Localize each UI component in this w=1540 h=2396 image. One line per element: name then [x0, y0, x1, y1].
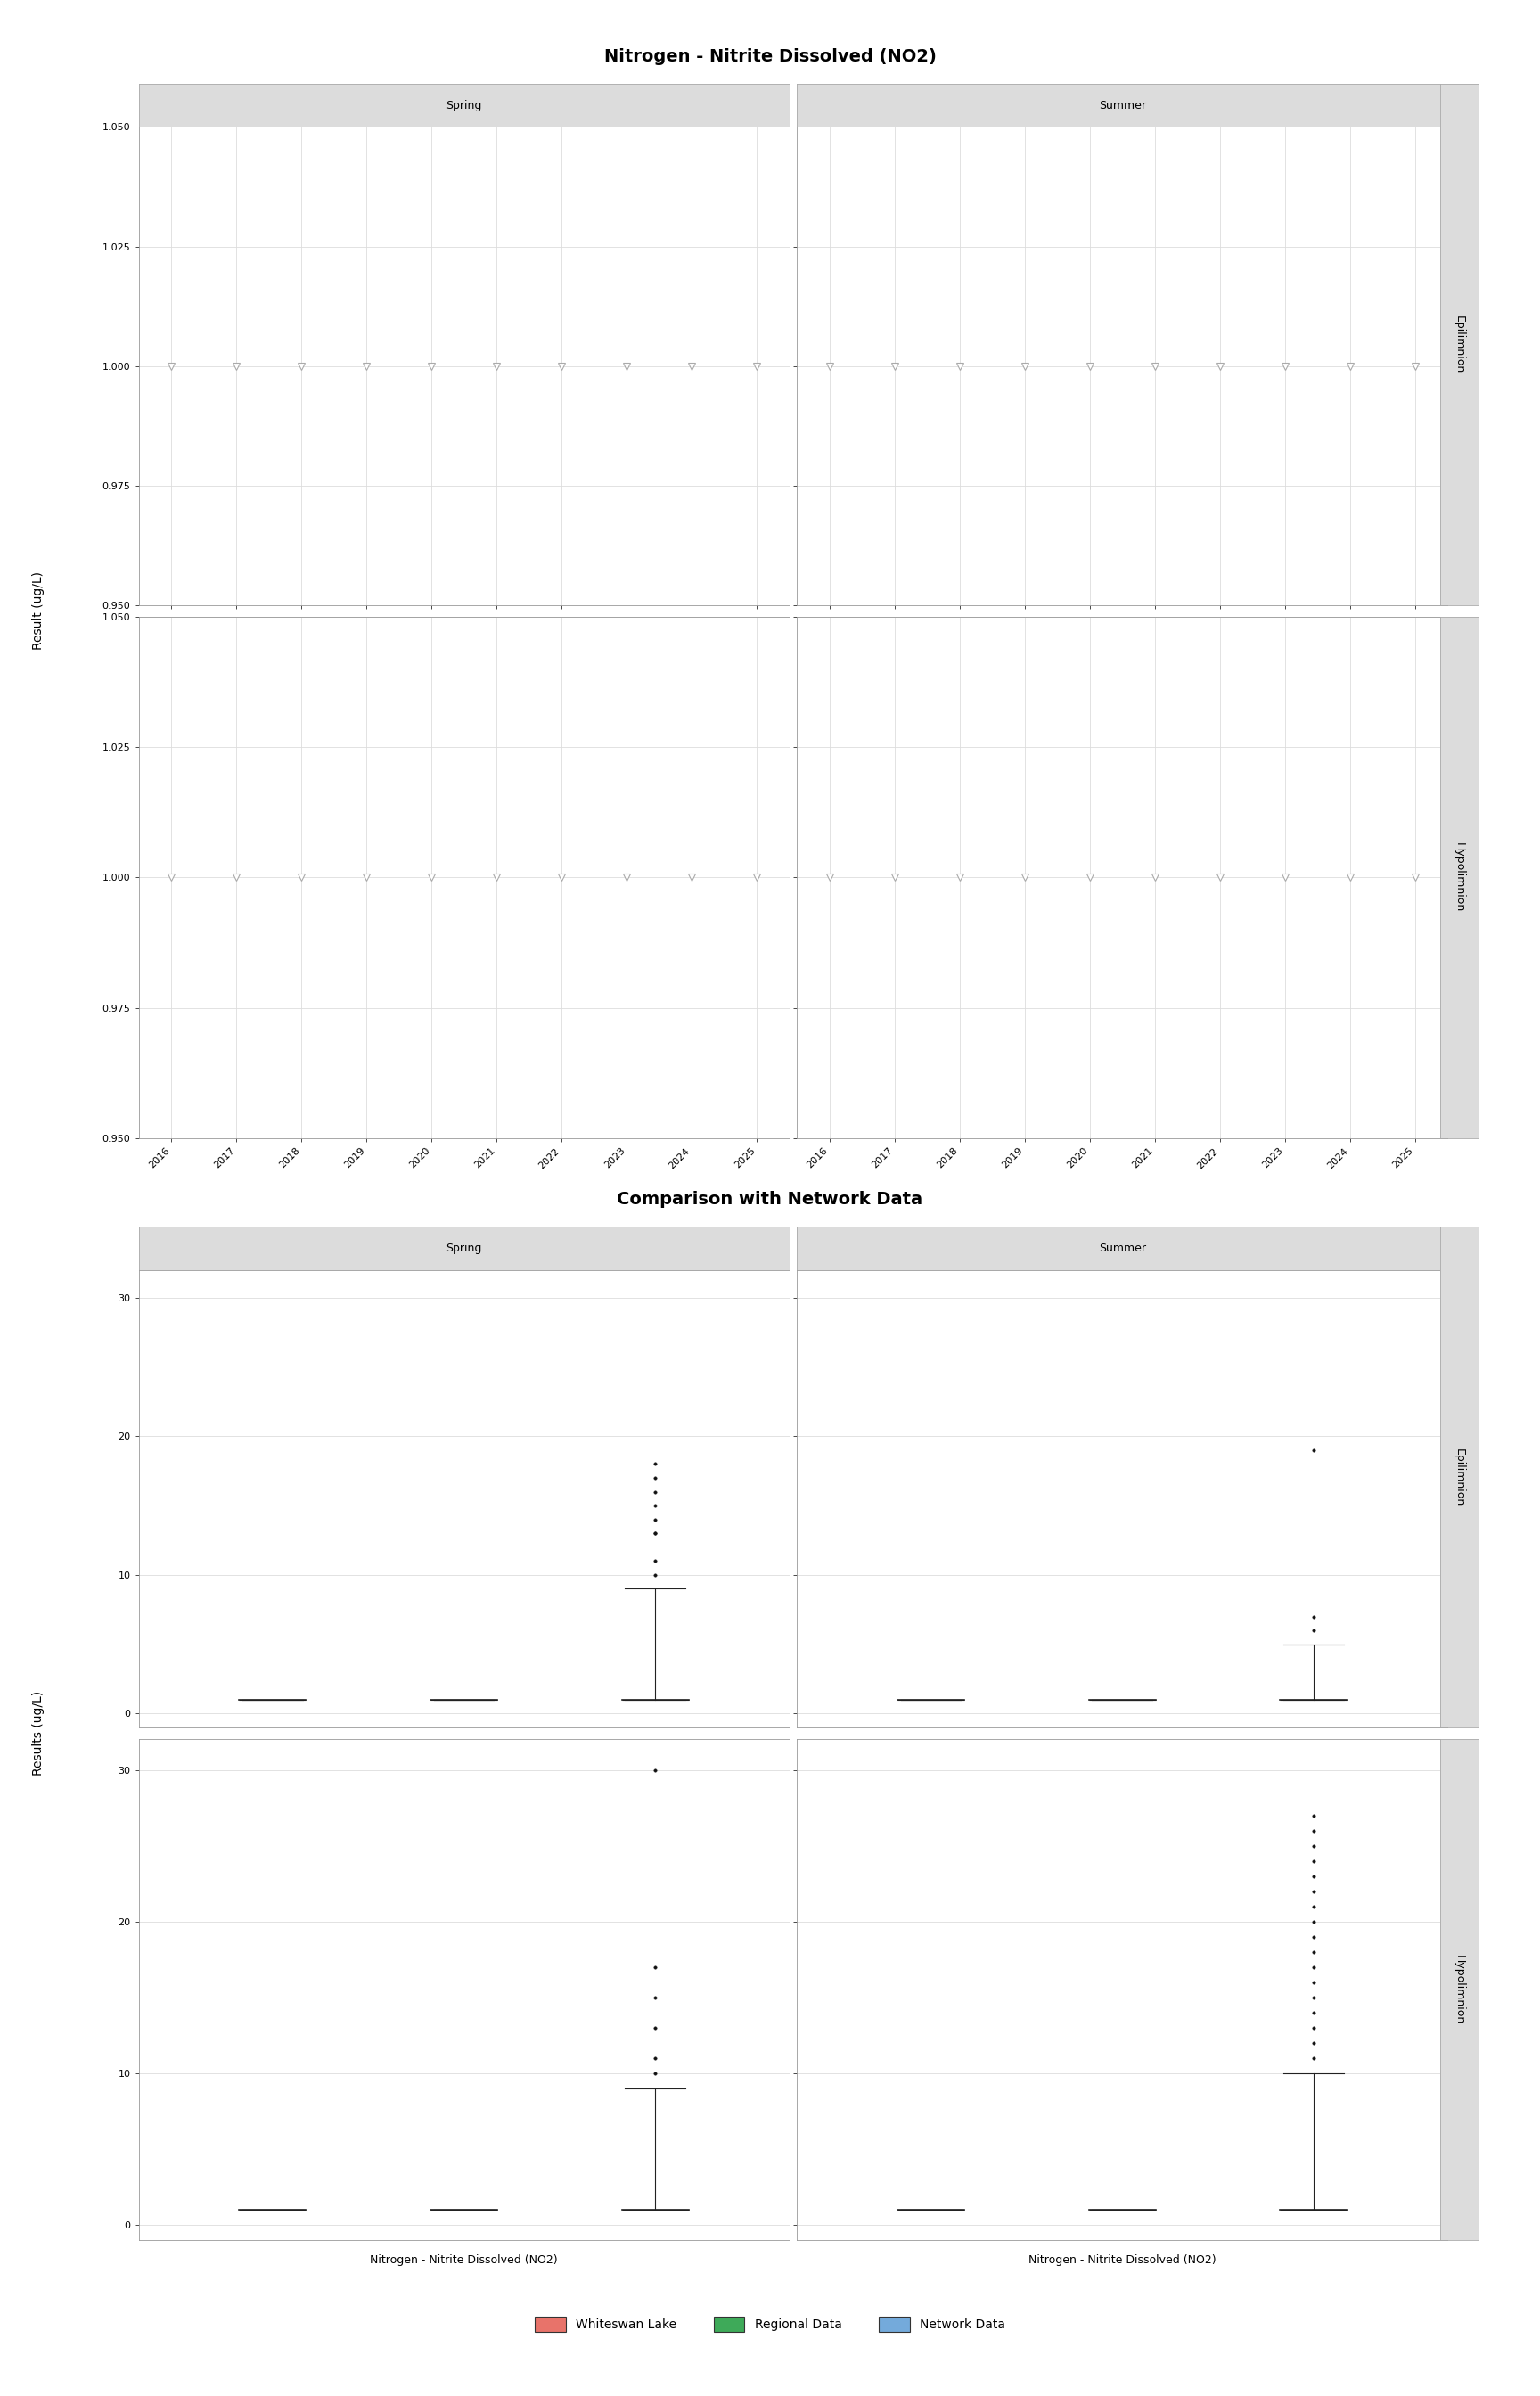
Text: Nitrogen - Nitrite Dissolved (NO2): Nitrogen - Nitrite Dissolved (NO2): [604, 48, 936, 65]
Text: Summer: Summer: [1098, 1244, 1146, 1253]
Text: Hypolimnion: Hypolimnion: [1454, 843, 1465, 913]
Text: Results (ug/L): Results (ug/L): [32, 1692, 45, 1775]
Text: Spring: Spring: [447, 101, 482, 110]
Text: Epilimnion: Epilimnion: [1454, 1447, 1465, 1507]
Text: Epilimnion: Epilimnion: [1454, 316, 1465, 374]
Text: Hypolimnion: Hypolimnion: [1454, 1955, 1465, 2025]
Text: Comparison with Network Data: Comparison with Network Data: [618, 1191, 922, 1208]
X-axis label: Nitrogen - Nitrite Dissolved (NO2): Nitrogen - Nitrite Dissolved (NO2): [1029, 2255, 1217, 2267]
Text: Spring: Spring: [447, 1244, 482, 1253]
Text: Result (ug/L): Result (ug/L): [32, 573, 45, 649]
Text: Summer: Summer: [1098, 101, 1146, 110]
X-axis label: Nitrogen - Nitrite Dissolved (NO2): Nitrogen - Nitrite Dissolved (NO2): [370, 2255, 557, 2267]
Legend: Whiteswan Lake, Regional Data, Network Data: Whiteswan Lake, Regional Data, Network D…: [534, 2317, 1006, 2331]
